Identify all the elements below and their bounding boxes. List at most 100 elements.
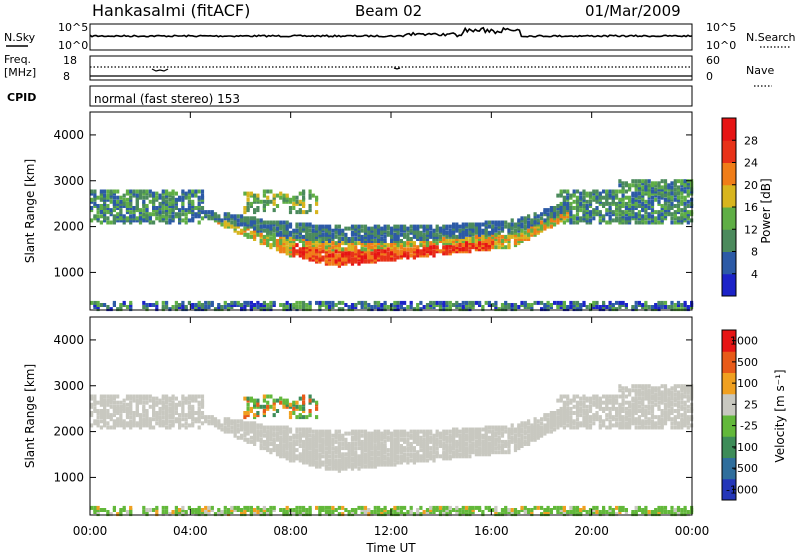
velocity-cell bbox=[628, 417, 632, 422]
power-cell bbox=[155, 195, 159, 200]
velocity-cell bbox=[399, 433, 403, 438]
velocity-cell bbox=[318, 512, 322, 517]
velocity-cell bbox=[562, 505, 566, 510]
velocity-cell bbox=[174, 512, 178, 517]
velocity-cell bbox=[220, 512, 224, 517]
velocity-cell bbox=[520, 427, 524, 432]
velocity-cell bbox=[425, 439, 430, 444]
power-cell bbox=[673, 179, 677, 184]
power-cell bbox=[631, 197, 635, 202]
velocity-cell bbox=[132, 396, 136, 401]
power-cell bbox=[230, 220, 234, 225]
velocity-cell bbox=[422, 452, 426, 457]
velocity-cell bbox=[409, 446, 413, 451]
velocity-cell bbox=[615, 409, 619, 413]
velocity-cell bbox=[354, 429, 358, 434]
power-cell bbox=[93, 201, 97, 206]
power-cell bbox=[288, 197, 293, 202]
power-cell bbox=[546, 208, 550, 213]
velocity-cell bbox=[592, 394, 596, 399]
power-cell bbox=[383, 257, 387, 262]
velocity-cell bbox=[246, 437, 250, 442]
power-cell bbox=[487, 230, 491, 235]
velocity-cell bbox=[122, 423, 126, 428]
power-cell bbox=[298, 251, 302, 256]
velocity-cell bbox=[608, 423, 612, 428]
power-cell bbox=[282, 239, 286, 243]
velocity-cell bbox=[484, 505, 488, 510]
power-cell bbox=[112, 208, 116, 213]
power-cell bbox=[119, 214, 123, 219]
power-cell bbox=[429, 224, 433, 229]
velocity-cell bbox=[510, 439, 514, 444]
velocity-cell bbox=[572, 396, 576, 401]
power-cell bbox=[256, 230, 260, 235]
velocity-cell bbox=[634, 390, 638, 395]
power-cell bbox=[624, 181, 628, 186]
power-cell bbox=[403, 234, 407, 239]
velocity-cell bbox=[135, 398, 139, 403]
velocity-cell bbox=[458, 446, 462, 451]
power-cell bbox=[191, 199, 195, 204]
power-cell bbox=[331, 232, 335, 237]
velocity-cell bbox=[308, 429, 312, 434]
velocity-cell bbox=[647, 425, 651, 430]
velocity-cell bbox=[553, 423, 557, 428]
power-cell bbox=[559, 204, 563, 208]
velocity-cell bbox=[624, 415, 628, 420]
velocity-cell bbox=[288, 429, 293, 434]
power-cell bbox=[484, 228, 488, 233]
power-cell bbox=[562, 303, 566, 307]
power-cell bbox=[660, 300, 664, 305]
velocity-cell bbox=[575, 421, 580, 426]
velocity-cell bbox=[145, 394, 149, 399]
power-cell bbox=[654, 210, 658, 215]
velocity-cell bbox=[109, 512, 113, 517]
power-cell bbox=[288, 247, 293, 252]
power-cell bbox=[455, 245, 459, 250]
velocity-cell bbox=[321, 439, 325, 444]
power-cell bbox=[106, 197, 110, 202]
y-tick-label: 3000 bbox=[53, 174, 84, 188]
power-cell bbox=[598, 214, 602, 219]
power-cell bbox=[448, 300, 452, 305]
power-cell bbox=[275, 247, 280, 252]
velocity-cell bbox=[500, 425, 505, 430]
power-cell bbox=[171, 214, 175, 219]
velocity-cell bbox=[448, 512, 452, 517]
power-cell bbox=[442, 241, 446, 246]
velocity-cell bbox=[155, 505, 159, 510]
velocity-cell bbox=[442, 433, 446, 438]
power-cell bbox=[618, 204, 622, 208]
velocity-cell bbox=[478, 450, 482, 455]
velocity-cell bbox=[282, 508, 286, 512]
power-cell bbox=[403, 253, 407, 258]
power-cell bbox=[497, 234, 501, 239]
velocity-cell bbox=[129, 409, 133, 413]
station-title: Hankasalmi (fitACF) bbox=[92, 1, 250, 20]
velocity-cell bbox=[396, 508, 400, 512]
velocity-cell bbox=[331, 439, 335, 444]
velocity-cell bbox=[448, 454, 452, 459]
power-cell bbox=[246, 218, 250, 223]
velocity-cell bbox=[468, 439, 472, 444]
power-cell bbox=[592, 208, 596, 213]
power-cell bbox=[119, 212, 123, 217]
velocity-cell bbox=[165, 425, 169, 430]
velocity-cell bbox=[432, 454, 436, 459]
velocity-cell bbox=[461, 510, 465, 514]
velocity-cell bbox=[650, 419, 655, 424]
power-cell bbox=[438, 228, 443, 233]
velocity-cell bbox=[628, 423, 632, 428]
power-cell bbox=[344, 257, 348, 262]
velocity-cell bbox=[634, 396, 638, 401]
velocity-cell bbox=[109, 396, 113, 401]
velocity-cell bbox=[161, 510, 165, 514]
velocity-cell bbox=[425, 508, 430, 512]
power-cell bbox=[615, 218, 619, 223]
velocity-cell bbox=[556, 417, 560, 422]
power-cell bbox=[354, 253, 358, 258]
power-cell bbox=[360, 224, 364, 229]
power-cell bbox=[220, 222, 224, 227]
power-cell bbox=[602, 189, 606, 194]
